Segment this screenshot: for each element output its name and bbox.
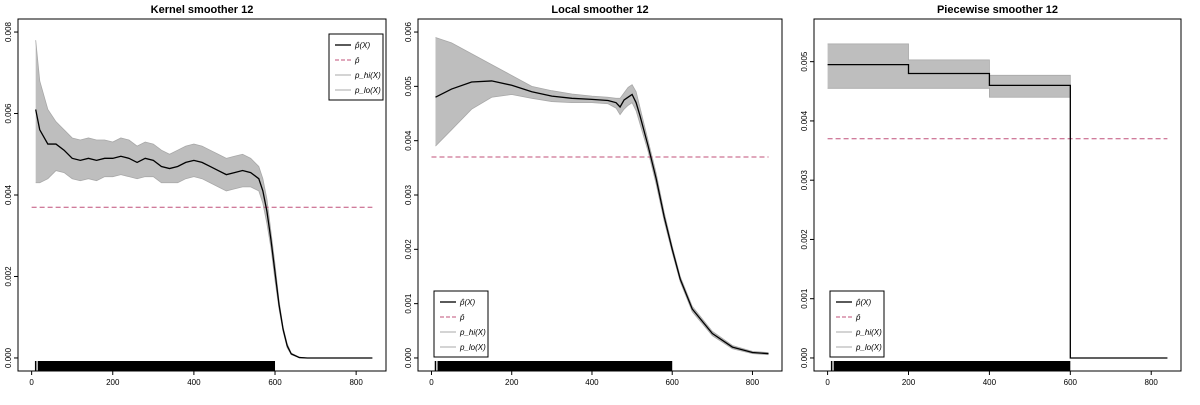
series-p-lo	[435, 94, 769, 356]
y-tick-label: 0.003	[800, 170, 809, 191]
y-tick-label: 0.000	[800, 347, 809, 368]
x-tick-label: 400	[187, 378, 201, 387]
confidence-band	[435, 37, 769, 355]
y-tick-label: 0.001	[800, 288, 809, 309]
y-tick-label: 0.004	[404, 130, 413, 151]
x-tick-label: 200	[106, 378, 120, 387]
series-p-lo	[35, 170, 373, 359]
rug-bar	[437, 361, 673, 371]
legend: p̂(X) p̄ p_hi(X) p_lo(X)	[328, 33, 384, 101]
legend-label: p_hi(X)	[354, 71, 381, 80]
legend-label: p̄	[855, 313, 861, 322]
panel-1: Kernel smoother 12 0 200 400 600 800 0.000 0.00…	[4, 4, 387, 387]
legend: p̂(X) p̄ p_hi(X) p_lo(X)	[829, 290, 885, 358]
x-tick-label: 400	[983, 378, 997, 387]
confidence-band	[827, 43, 1168, 358]
x-tick-label: 0	[29, 378, 34, 387]
y-tick-label: 0.002	[4, 266, 13, 287]
legend-label: p_hi(X)	[855, 328, 882, 337]
panel-title: Kernel smoother 12	[151, 4, 254, 16]
legend-label: p̂(X)	[354, 41, 370, 50]
x-tick-label: 800	[349, 378, 363, 387]
x-tick-label: 600	[1064, 378, 1078, 387]
x-tick-label: 200	[902, 378, 916, 387]
y-tick-label: 0.000	[404, 347, 413, 368]
rug-bar	[833, 361, 1071, 371]
y-tick-label: 0.002	[800, 229, 809, 250]
y-tick-label: 0.006	[4, 103, 13, 124]
legend-label: p̄	[459, 313, 465, 322]
confidence-band	[35, 40, 373, 358]
legend-label: p̄	[354, 56, 360, 65]
y-tick-label: 0.008	[4, 21, 13, 42]
panel-title: Piecewise smoother 12	[937, 4, 1058, 16]
plot-frame	[813, 18, 1182, 372]
series-p-hat	[435, 80, 769, 355]
x-tick-label: 800	[746, 378, 760, 387]
series-p-hi	[35, 40, 373, 359]
legend: p̂(X) p̄ p_hi(X) p_lo(X)	[433, 290, 489, 358]
x-tick-label: 200	[505, 378, 519, 387]
y-tick-label: 0.004	[4, 184, 13, 205]
legend-label: p̂(X)	[459, 298, 475, 307]
y-tick-label: 0.003	[404, 184, 413, 205]
rug-bar	[37, 361, 276, 371]
x-tick-label: 0	[825, 378, 830, 387]
y-tick-label: 0.005	[800, 51, 809, 72]
series-p-hi	[435, 37, 769, 353]
x-tick-label: 800	[1145, 378, 1159, 387]
panel-3: Piecewise smoother 12 0 200 400 600 800 0.000 0…	[800, 4, 1182, 387]
series-p-hat	[827, 63, 1168, 359]
y-tick-label: 0.004	[800, 110, 809, 131]
y-tick-label: 0.000	[4, 347, 13, 368]
legend-label: p_lo(X)	[855, 343, 882, 352]
y-tick-label: 0.005	[404, 76, 413, 97]
legend-label: p_lo(X)	[459, 343, 486, 352]
y-tick-label: 0.006	[404, 21, 413, 42]
legend-label: p̂(X)	[855, 298, 871, 307]
x-tick-label: 600	[666, 378, 680, 387]
legend-label: p_hi(X)	[459, 328, 486, 337]
x-tick-label: 600	[268, 378, 282, 387]
x-tick-label: 400	[585, 378, 599, 387]
x-tick-label: 0	[429, 378, 434, 387]
panel-2: Local smoother 12 0 200 400 600 800 0.000 0.001…	[404, 4, 783, 387]
panel-title: Local smoother 12	[551, 4, 648, 16]
y-tick-label: 0.001	[404, 293, 413, 314]
y-tick-label: 0.002	[404, 239, 413, 260]
legend-label: p_lo(X)	[354, 86, 381, 95]
series-p-hat	[35, 109, 373, 359]
